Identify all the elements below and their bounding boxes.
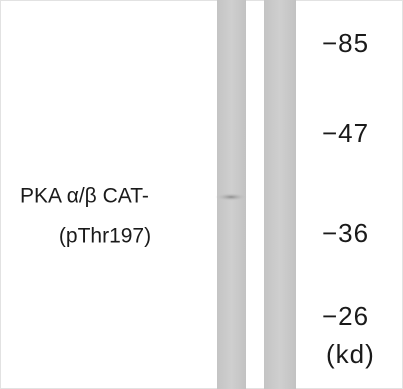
marker: −47 — [322, 118, 369, 148]
unit-label: (kd) — [326, 339, 375, 369]
lane-2 — [264, 0, 296, 389]
band — [215, 193, 247, 201]
page: PKA α/β CAT- (pThr197) −85 −47 −36 −26 (… — [0, 0, 403, 389]
protein-label: PKA α/β CAT- — [20, 185, 149, 208]
marker: −26 — [322, 301, 369, 331]
blot-figure: PKA α/β CAT- (pThr197) −85 −47 −36 −26 (… — [0, 0, 403, 389]
protein-label-site: (pThr197) — [59, 225, 151, 248]
marker: −36 — [322, 218, 369, 248]
marker: −85 — [322, 28, 369, 58]
